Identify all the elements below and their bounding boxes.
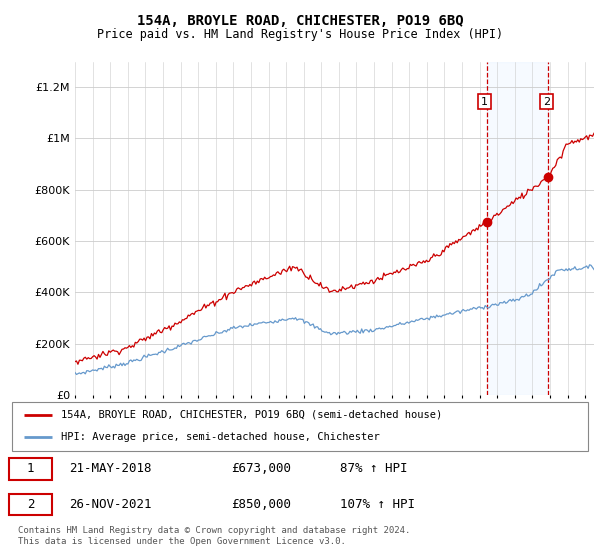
Text: 107% ↑ HPI: 107% ↑ HPI	[340, 498, 415, 511]
Text: £673,000: £673,000	[231, 463, 291, 475]
Text: 26-NOV-2021: 26-NOV-2021	[70, 498, 152, 511]
Text: 154A, BROYLE ROAD, CHICHESTER, PO19 6BQ: 154A, BROYLE ROAD, CHICHESTER, PO19 6BQ	[137, 14, 463, 28]
Text: 1: 1	[481, 96, 488, 106]
FancyBboxPatch shape	[9, 458, 52, 480]
Text: 21-MAY-2018: 21-MAY-2018	[70, 463, 152, 475]
Bar	[487, 62, 548, 395]
Text: 2: 2	[27, 498, 34, 511]
FancyBboxPatch shape	[9, 493, 52, 515]
Text: 154A, BROYLE ROAD, CHICHESTER, PO19 6BQ (semi-detached house): 154A, BROYLE ROAD, CHICHESTER, PO19 6BQ …	[61, 410, 442, 420]
Text: HPI: Average price, semi-detached house, Chichester: HPI: Average price, semi-detached house,…	[61, 432, 380, 442]
Text: 1: 1	[27, 463, 34, 475]
Text: Contains HM Land Registry data © Crown copyright and database right 2024.
This d: Contains HM Land Registry data © Crown c…	[18, 526, 410, 546]
Text: 87% ↑ HPI: 87% ↑ HPI	[340, 463, 408, 475]
Text: Price paid vs. HM Land Registry's House Price Index (HPI): Price paid vs. HM Land Registry's House …	[97, 28, 503, 41]
Text: 2: 2	[543, 96, 550, 106]
Text: £850,000: £850,000	[231, 498, 291, 511]
